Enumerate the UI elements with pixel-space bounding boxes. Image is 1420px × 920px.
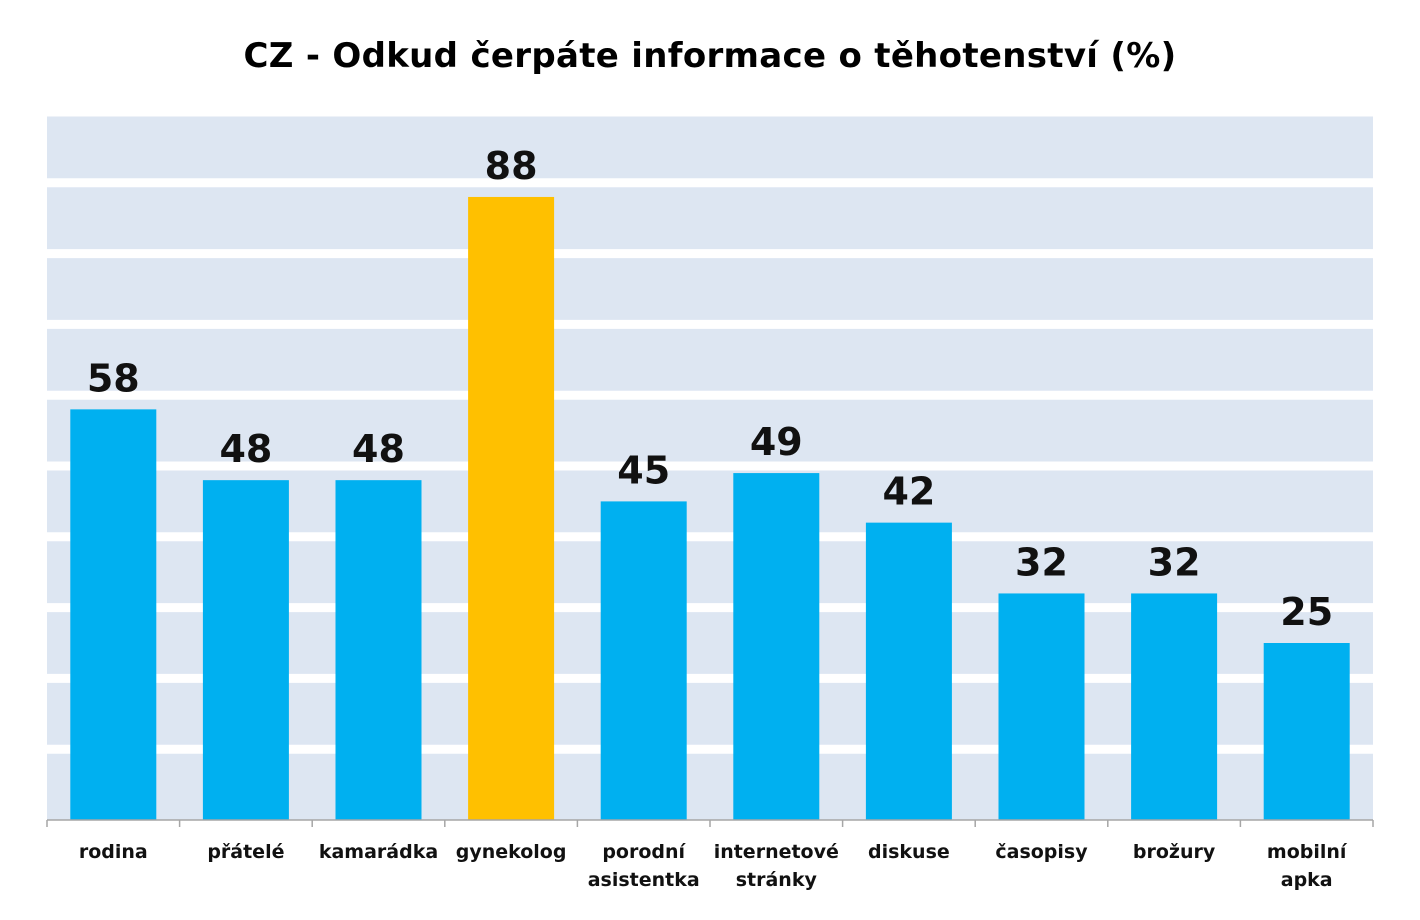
data-label: 58	[87, 356, 140, 400]
x-tick-label: kamarádka	[319, 841, 438, 863]
x-tick-label-line: stránky	[736, 869, 818, 891]
x-tick-label: brožury	[1133, 841, 1216, 863]
x-axis-tick-labels: rodina přátelé kamarádka gynekolog porodní as…	[79, 841, 1348, 891]
bar	[1263, 643, 1350, 820]
data-label: 48	[352, 427, 405, 471]
x-tick-label: internetové stránky	[714, 841, 839, 891]
x-tick-label-line: brožury	[1133, 841, 1216, 863]
bar	[202, 480, 289, 820]
gridlines	[47, 107, 1373, 754]
bar	[998, 593, 1085, 820]
bar	[1131, 593, 1218, 820]
data-labels: 58 48 48 88 45 49 42 32 32 25	[87, 144, 1333, 634]
x-tick-label: mobilní apka	[1267, 841, 1348, 891]
x-tick-label-line: internetové	[714, 841, 839, 863]
x-tick-label: časopisy	[995, 841, 1088, 863]
x-tick-label: porodní asistentka	[588, 841, 700, 891]
bar	[733, 473, 820, 820]
data-label: 48	[219, 427, 272, 471]
x-tick-label-line: mobilní	[1267, 841, 1348, 863]
x-tick-label-line: časopisy	[995, 841, 1088, 863]
chart-title: CZ - Odkud čerpáte informace o těhotenst…	[243, 36, 1177, 76]
bar	[600, 501, 687, 820]
data-label: 49	[750, 420, 803, 464]
data-label: 42	[882, 470, 935, 514]
x-axis-ticks	[46, 820, 1374, 827]
bars	[70, 196, 1350, 820]
data-label: 32	[1015, 540, 1068, 584]
bar	[70, 409, 157, 820]
data-label: 32	[1148, 540, 1201, 584]
data-label: 88	[485, 144, 538, 188]
x-tick-label: přátelé	[207, 841, 284, 863]
x-tick-label-line: asistentka	[588, 869, 700, 891]
x-tick-label: gynekolog	[456, 841, 567, 863]
x-tick-label-line: rodina	[79, 841, 148, 863]
x-tick-label-line: diskuse	[868, 841, 950, 863]
data-label: 25	[1280, 590, 1333, 634]
bar	[335, 480, 422, 820]
x-tick-label-line: kamarádka	[319, 841, 438, 863]
x-tick-label-line: přátelé	[207, 841, 284, 863]
x-tick-label-line: apka	[1281, 869, 1333, 891]
x-tick-label-line: porodní	[602, 841, 686, 863]
bar	[468, 196, 555, 820]
bar	[865, 522, 952, 820]
x-tick-label: diskuse	[868, 841, 950, 863]
x-tick-label: rodina	[79, 841, 148, 863]
x-tick-label-line: gynekolog	[456, 841, 567, 863]
data-label: 45	[617, 448, 670, 492]
